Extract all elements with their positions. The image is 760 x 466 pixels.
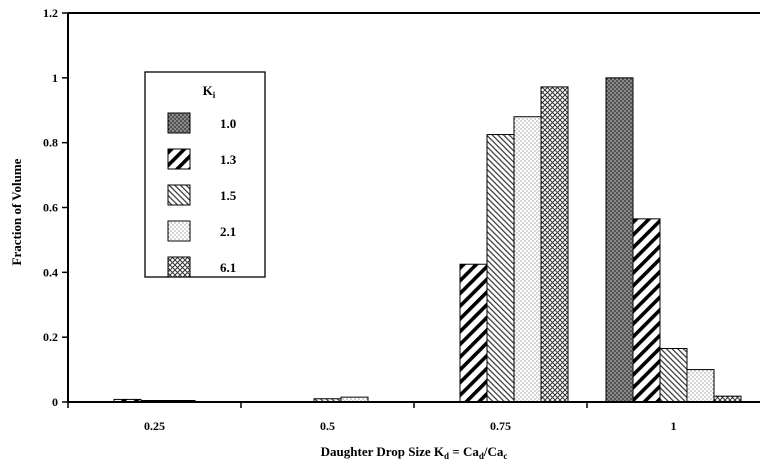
bar-1-ki-1.3: [632, 218, 661, 403]
legend-items: 1.0 1.3 1.5 2.1 6.1: [167, 112, 237, 278]
bar-0.75-ki-6.1: [540, 86, 569, 403]
y-tick-label: 0.2: [43, 330, 58, 344]
legend-label: 6.1: [220, 260, 236, 275]
y-tick-label: 1: [52, 71, 58, 85]
bar-1-ki-1.5: [659, 348, 688, 403]
legend-label: 1.3: [220, 152, 237, 167]
legend-label: 2.1: [220, 224, 236, 239]
bar-1-ki-1.0: [605, 77, 634, 403]
x-axis-ticks: 0.25 0.5 0.75 1: [67, 402, 677, 433]
legend-swatch-6.1: [167, 256, 191, 278]
y-tick-label: 0.8: [43, 136, 58, 150]
y-tick-label: 1.2: [43, 6, 58, 20]
x-tick-label: 0.75: [490, 419, 511, 433]
legend-swatch-1.0: [167, 112, 191, 134]
legend-swatch-1.5: [167, 184, 191, 206]
x-tick-label: 1: [671, 419, 677, 433]
legend-label: 1.5: [220, 188, 237, 203]
bar-0.75-ki-1.5: [486, 134, 515, 403]
y-tick-label: 0.6: [43, 201, 58, 215]
y-axis-ticks: 0 0.2 0.4 0.6 0.8 1 1.2: [43, 6, 68, 409]
y-tick-label: 0: [52, 395, 58, 409]
x-axis-label: Daughter Drop Size Kd = Cad/Cac: [321, 444, 508, 461]
y-tick-label: 0.4: [43, 265, 58, 279]
legend-title: Ki: [203, 83, 216, 100]
legend-box: [144, 71, 266, 278]
legend: Ki 1.0 1.3 1.5 2.1 6.1: [144, 71, 266, 278]
bar-0.75-ki-1.3: [459, 263, 488, 403]
legend-swatch-2.1: [167, 220, 191, 242]
plot-area: [113, 77, 742, 403]
bar-1-ki-2.1: [686, 369, 715, 403]
x-tick-label: 0.5: [320, 419, 335, 433]
x-tick-label: 0.25: [144, 419, 165, 433]
bar-0.75-ki-2.1: [513, 116, 542, 403]
legend-label: 1.0: [220, 116, 236, 131]
y-axis-label: Fraction of Volume: [9, 158, 24, 265]
legend-swatch-1.3: [167, 148, 191, 170]
